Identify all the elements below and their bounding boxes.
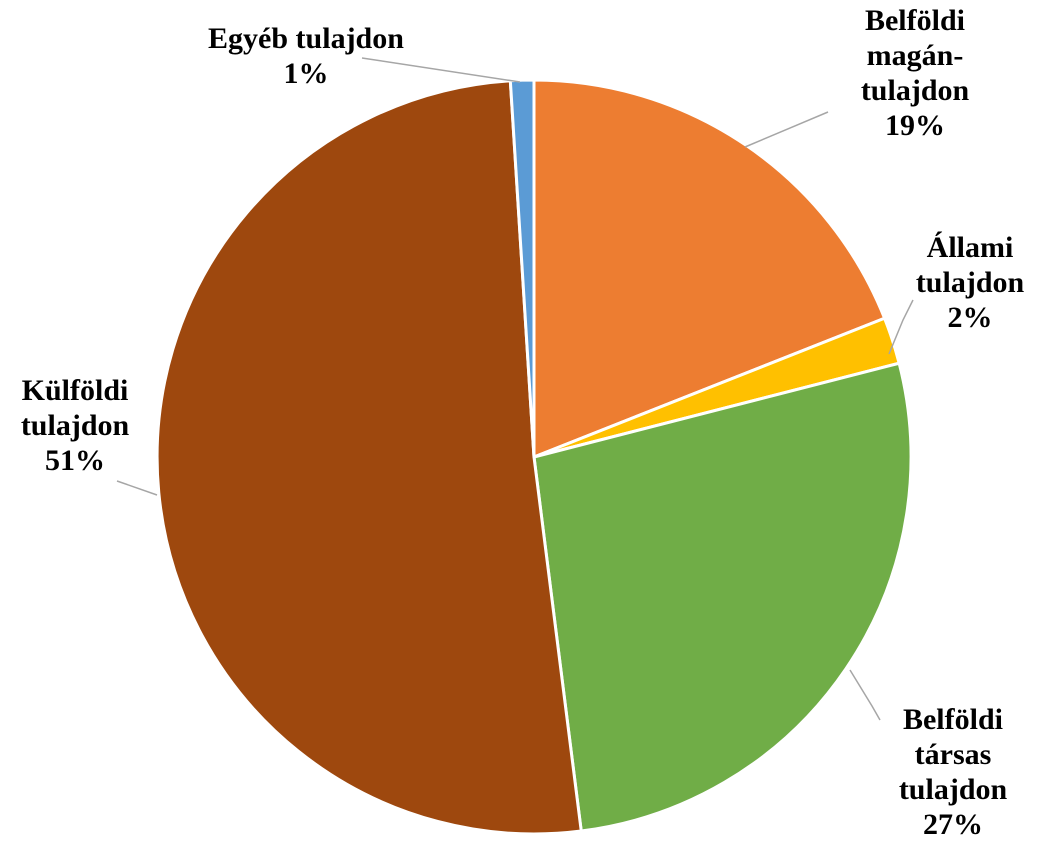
slice-name-line: tulajdon: [21, 409, 130, 442]
slice-name-line: Külföldi: [22, 374, 129, 407]
slice-label-4: Egyéb tulajdon 1%: [208, 22, 404, 90]
pie-slice-2: [532, 361, 913, 833]
slice-name-line: Belföldi: [865, 4, 965, 37]
slice-labels: Belföldi magán-tulajdon 19%Állami tulajdon 2…: [21, 4, 1025, 841]
leader-line-4: [361, 57, 521, 83]
slice-name-line: Belföldi: [903, 703, 1003, 736]
pie-slice-0: [532, 78, 887, 459]
slice-percent-label: 2%: [948, 301, 993, 334]
slice-percent-label: 27%: [923, 808, 983, 841]
slice-label-0: Belföldi magán-tulajdon 19%: [861, 4, 970, 142]
slice-name-line: tulajdon: [899, 773, 1008, 806]
leader-line-0: [744, 111, 829, 148]
slice-label-1: Állami tulajdon 2%: [916, 231, 1025, 334]
leader-lines: [116, 57, 914, 721]
slice-name-line: tulajdon: [861, 74, 970, 107]
pie-slices: [155, 78, 913, 836]
slice-label-3: Külföldi tulajdon 51%: [21, 374, 130, 477]
slice-percent-label: 51%: [45, 444, 105, 477]
slice-name-line: magán-: [867, 39, 964, 72]
slice-label-2: Belföldi társas tulajdon 27%: [899, 703, 1008, 841]
slice-percent-label: 1%: [284, 57, 329, 90]
slice-name-line: tulajdon: [916, 266, 1025, 299]
leader-line-1: [888, 299, 914, 355]
slice-name-line: Állami: [927, 231, 1014, 264]
leader-line-2: [849, 669, 881, 721]
slice-percent-label: 19%: [885, 109, 945, 142]
leader-line-3: [116, 480, 158, 496]
slice-name-line: Egyéb tulajdon: [208, 22, 404, 55]
pie-slice-3: [155, 79, 583, 836]
slice-name-line: társas: [915, 738, 992, 771]
